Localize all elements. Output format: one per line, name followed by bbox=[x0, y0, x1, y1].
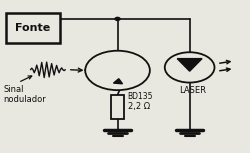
Polygon shape bbox=[114, 79, 122, 84]
Circle shape bbox=[85, 51, 150, 90]
Text: Fonte: Fonte bbox=[16, 23, 51, 33]
Circle shape bbox=[115, 17, 120, 20]
Text: nodulador: nodulador bbox=[3, 95, 46, 104]
Bar bbox=[111, 95, 124, 119]
Text: LASER: LASER bbox=[179, 86, 206, 95]
Circle shape bbox=[165, 52, 214, 83]
Bar bbox=[6, 13, 60, 43]
Polygon shape bbox=[177, 59, 202, 71]
Text: 2,2 Ω: 2,2 Ω bbox=[128, 102, 150, 111]
Text: Sinal: Sinal bbox=[3, 85, 24, 94]
Text: BD135: BD135 bbox=[128, 92, 153, 101]
